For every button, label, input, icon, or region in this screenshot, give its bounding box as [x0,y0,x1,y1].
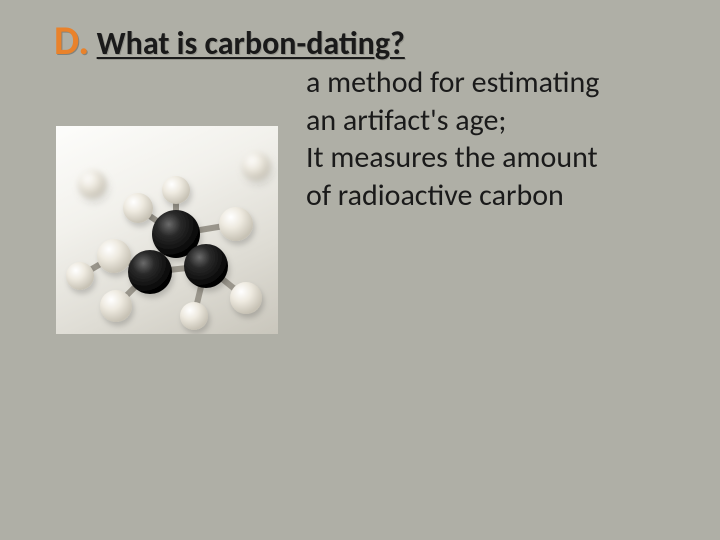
answer-line: It measures the amount [306,139,686,177]
atoms [66,152,270,330]
heading-text: What is carbon-dating? [97,24,405,63]
question-heading: D. What is carbon-dating? [54,16,405,65]
answer-line: of radioactive carbon [306,177,686,215]
molecule-svg [56,126,278,334]
answer-text: a method for estimating an artifact's ag… [306,64,686,214]
heading-letter: D. [54,16,89,65]
molecule-image [56,126,278,334]
answer-line: an artifact's age; [306,102,686,140]
answer-line: a method for estimating [306,64,686,102]
